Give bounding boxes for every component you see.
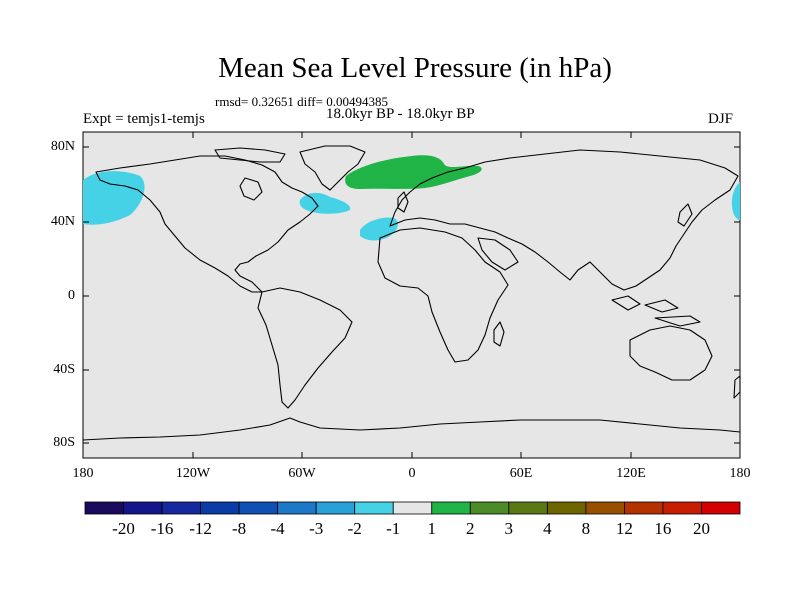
y-label-80s: 80S [53,435,75,450]
colorbar-box [508,501,548,515]
coastline-japan [677,203,693,227]
colorbar-box [701,501,741,515]
x-label-180-right: 180 [729,466,751,481]
colorbar-box [161,501,201,515]
colorbar-label: -3 [309,519,324,538]
season-label: DJF [708,111,734,127]
colorbar-label: 4 [543,519,552,538]
x-label-180-left: 180 [72,466,94,481]
coastline-africa [377,227,509,363]
colorbar-box [354,501,394,515]
coastline-great-britain [397,191,409,213]
colorbar-label: 2 [466,519,475,538]
colorbar-box [238,501,279,515]
anomaly-patch-scandinavia [345,155,482,189]
colorbar-box [315,501,356,515]
y-label-40s: 40S [53,362,75,377]
colorbar-label: 12 [615,519,633,538]
coastline-indonesia [611,295,701,327]
coastline-arabia [477,237,519,271]
experiment-label: Expt = temjs1-temjs [83,111,205,127]
colorbar-label: -20 [112,519,135,538]
coastline-eurasia [389,149,739,291]
colorbar-box [469,501,510,515]
coastline-north-america [95,155,319,293]
colorbar-box [546,501,587,515]
y-label-80n: 80N [50,139,75,154]
colorbar-box [84,501,124,515]
colorbar-label: -12 [189,519,212,538]
x-label-120e: 120E [616,466,646,481]
anomaly-patch-pacific-edge [731,182,740,220]
x-label-0: 0 [408,466,416,481]
colorbar-label: 3 [504,519,514,538]
colorbar [84,501,741,515]
coastline-australia [629,325,713,381]
x-label-60e: 60E [509,466,533,481]
rmsd-diff-stats: rmsd= 0.32651 diff= 0.00494385 [215,94,388,109]
colorbar-box [431,501,471,515]
colorbar-box [662,501,702,515]
colorbar-label: 20 [693,519,710,538]
colorbar-box [624,501,664,515]
colorbar-box [585,501,625,515]
colorbar-label: -2 [347,519,362,538]
colorbar-box [123,501,163,515]
colorbar-label: -4 [270,519,285,538]
coastline-greenland [299,145,366,191]
y-label-0: 0 [68,288,75,303]
coastline-antarctica [82,417,741,441]
plot-title: Mean Sea Level Pressure (in hPa) [218,52,612,84]
colorbar-box [200,501,240,515]
coastline-madagascar [493,321,505,347]
colorbar-box [277,501,317,515]
coastline-arctic-islands [214,147,286,163]
colorbar-label: 16 [654,519,672,538]
period-label: 18.0kyr BP - 18.0kyr BP [326,106,475,122]
x-label-60w: 60W [288,466,316,481]
colorbar-label: 1 [427,519,437,538]
colorbar-label: -1 [386,519,401,538]
colorbar-label: 8 [581,519,591,538]
anomaly-patch-north-pacific [83,171,145,225]
coastline-hudson-bay [239,177,263,201]
coastlines [82,145,741,441]
coastline-new-zealand [733,375,741,399]
colorbar-box [392,501,433,515]
x-label-120w: 120W [175,466,211,481]
coastline-south-america [257,287,353,409]
colorbar-label: -8 [232,519,247,538]
axis-ticks [83,132,740,458]
colorbar-label: -16 [150,519,174,538]
y-label-40n: 40N [50,214,75,229]
